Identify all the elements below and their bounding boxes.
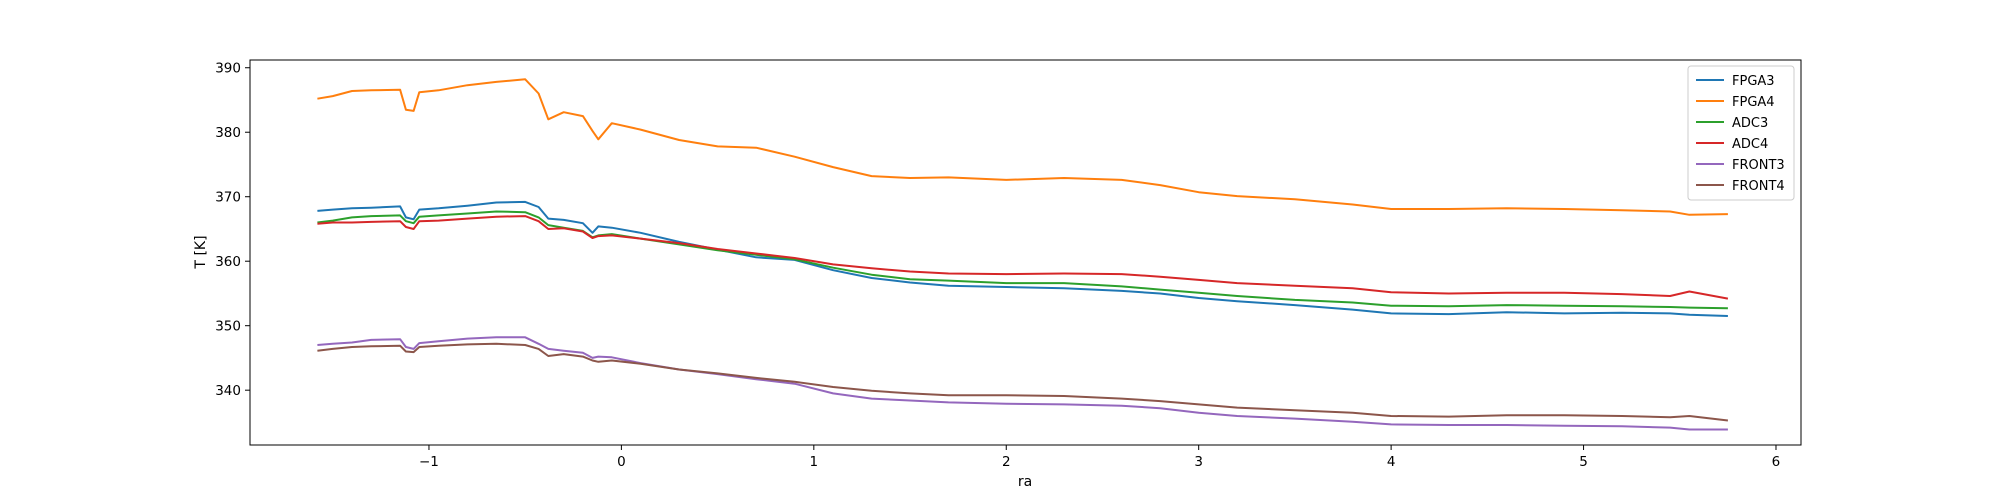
series-line-fpga4 bbox=[317, 78, 1728, 216]
series-line-front4 bbox=[317, 342, 1729, 422]
y-tick-label: 340 bbox=[215, 383, 241, 399]
x-tick-label: −1 bbox=[419, 454, 439, 470]
legend-label: ADC3 bbox=[1732, 116, 1768, 131]
x-tick-label: 2 bbox=[1002, 454, 1011, 470]
plot-area bbox=[250, 60, 1801, 445]
y-tick-label: 360 bbox=[215, 254, 241, 270]
y-axis-label: T [K] bbox=[193, 235, 209, 269]
legend-label: ADC4 bbox=[1732, 137, 1768, 152]
legend-label: FRONT4 bbox=[1732, 179, 1785, 194]
legend-label: FPGA3 bbox=[1732, 74, 1775, 89]
plot-frame bbox=[249, 59, 1802, 446]
legend: FPGA3 FPGA4 ADC3 ADC4 FRONT3 FRONT4 bbox=[1687, 65, 1795, 201]
y-tick-label: 350 bbox=[215, 319, 241, 335]
series-line-adc3 bbox=[317, 210, 1728, 310]
x-tick-label: 0 bbox=[617, 454, 626, 470]
y-axis: 340 350 360 370 380 390 bbox=[215, 61, 250, 399]
x-axis-label: ra bbox=[1018, 474, 1032, 490]
legend-box bbox=[1687, 65, 1795, 201]
y-tick-label: 390 bbox=[215, 61, 241, 77]
legend-label: FRONT3 bbox=[1732, 158, 1785, 173]
y-tick-label: 380 bbox=[215, 125, 241, 141]
series-layer bbox=[317, 78, 1729, 431]
x-tick-label: 6 bbox=[1772, 454, 1781, 470]
x-axis: −1 0 1 2 3 4 5 6 bbox=[419, 445, 1780, 470]
series-line-adc4 bbox=[317, 215, 1729, 300]
y-tick-label: 370 bbox=[215, 190, 241, 206]
x-tick-label: 5 bbox=[1579, 454, 1588, 470]
x-tick-label: 1 bbox=[810, 454, 819, 470]
x-tick-label: 4 bbox=[1387, 454, 1396, 470]
legend-label: FPGA4 bbox=[1732, 95, 1775, 110]
x-tick-label: 3 bbox=[1194, 454, 1203, 470]
